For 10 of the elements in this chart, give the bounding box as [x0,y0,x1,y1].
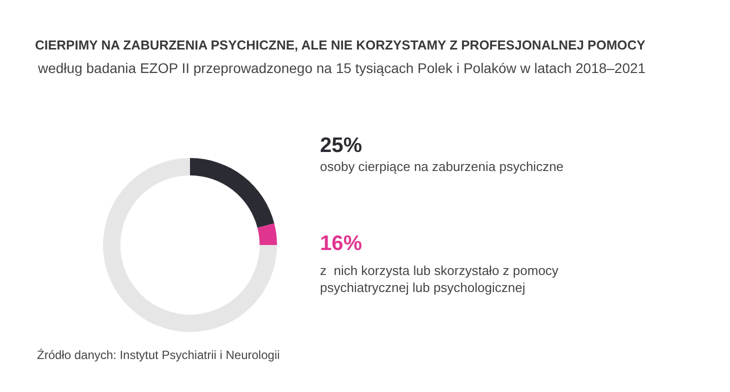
text: Źródło danych: Instytut Psychiatrii i Neurologii [37,348,280,362]
text: osoby cierpiące na zaburzenia psychiczne [320,159,564,174]
text: według badania EZOP II przeprowadzonego na 15 tysiącach Polek i Polaków w latach 2018–2021 [37,60,646,76]
donut-slice [257,223,277,245]
text: CIERPIMY NA ZABURZENIA PSYCHICZNE, ALE NIE KORZYSTAMY Z PROFESJONALNEJ POMOCY [35,38,646,53]
text: 25% [320,134,362,157]
donut-slice [190,158,274,228]
text: z nich korzysta lub skorzystało z pomocy psychiatrycznej lub psychologicznej [320,263,559,295]
donut-slice [103,158,277,332]
text: 16% [320,232,362,255]
